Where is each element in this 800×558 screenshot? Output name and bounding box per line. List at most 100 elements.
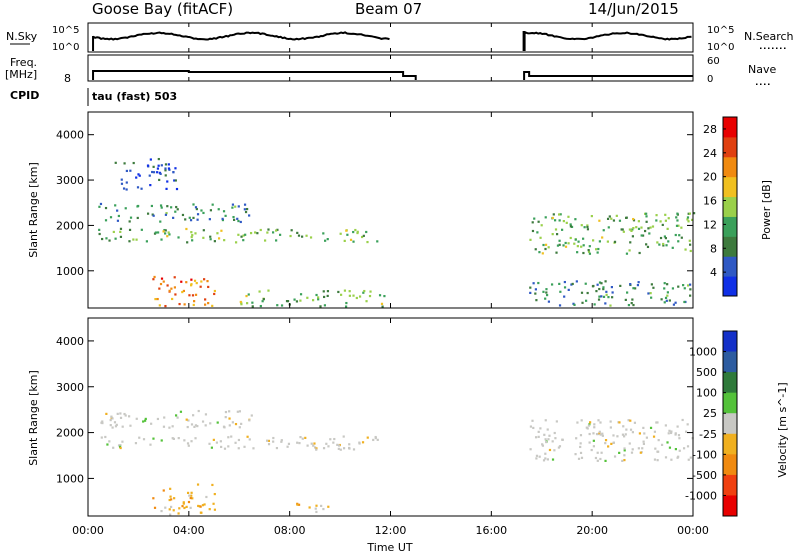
echo-cell xyxy=(119,444,122,447)
echo-cell xyxy=(666,227,669,230)
echo-cell xyxy=(577,457,581,460)
echo-cell xyxy=(612,441,615,444)
echo-cell xyxy=(627,419,630,422)
echo-cell xyxy=(122,187,126,190)
echo-cell xyxy=(355,296,358,300)
echo-cell xyxy=(249,231,253,235)
echo-cell xyxy=(606,217,610,220)
echo-cell xyxy=(280,439,283,442)
echo-cell xyxy=(632,219,636,222)
echo-cell xyxy=(320,504,323,508)
echo-cell xyxy=(272,436,275,440)
freq-tick: 8 xyxy=(64,72,71,85)
echo-cell xyxy=(658,243,661,246)
echo-cell xyxy=(174,414,178,417)
echo-cell xyxy=(208,508,211,511)
x-tick-label: 16:00 xyxy=(475,524,507,537)
echo-cell xyxy=(651,225,655,228)
echo-cell xyxy=(686,218,689,221)
colorbar-swatch xyxy=(723,156,737,178)
echo-cell xyxy=(667,240,670,243)
echo-cell xyxy=(631,298,634,301)
echo-cell xyxy=(682,284,685,287)
echo-cell xyxy=(664,424,667,427)
echo-cell xyxy=(170,206,173,209)
echo-cell xyxy=(677,224,680,227)
echo-cell xyxy=(194,232,197,235)
freq-line-after-gap xyxy=(523,71,693,80)
echo-cell xyxy=(632,287,635,290)
echo-cell xyxy=(547,300,551,303)
echo-cell xyxy=(587,250,591,253)
echo-cell xyxy=(638,251,641,255)
echo-cell xyxy=(529,448,532,451)
echo-cell xyxy=(232,215,235,219)
echo-cell xyxy=(537,435,540,438)
cpid-label: CPID xyxy=(10,89,39,102)
echo-cell xyxy=(185,281,188,284)
echo-cell xyxy=(601,236,604,239)
echo-cell xyxy=(344,305,348,308)
echo-cell xyxy=(664,237,668,240)
echo-cell xyxy=(356,230,359,233)
echo-cell xyxy=(641,234,645,237)
echo-cell xyxy=(267,443,271,446)
echo-cell xyxy=(596,283,599,286)
echo-cell xyxy=(688,212,691,215)
echo-cell xyxy=(322,290,325,293)
echo-cell xyxy=(182,501,185,504)
echo-cell xyxy=(308,506,311,509)
echo-cell xyxy=(684,248,687,251)
echo-cell xyxy=(686,216,690,219)
echo-cell xyxy=(162,425,166,428)
echo-cell xyxy=(195,281,198,285)
echo-cell xyxy=(558,243,561,246)
echo-cell xyxy=(114,237,117,240)
echo-cell xyxy=(254,231,257,234)
colorbar-swatch xyxy=(723,176,737,198)
echo-cell xyxy=(584,282,587,285)
colorbar-swatch xyxy=(723,331,737,353)
velocity-colorbar-label: Velocity [m s^-1] xyxy=(776,382,789,477)
echo-cell xyxy=(676,425,679,428)
echo-cell xyxy=(585,299,588,302)
echo-cell xyxy=(541,444,545,447)
echo-cell xyxy=(220,445,223,449)
echo-cell xyxy=(604,280,607,283)
echo-cell xyxy=(256,232,259,235)
echo-cell xyxy=(612,219,616,222)
echo-cell xyxy=(624,298,627,301)
echo-cell xyxy=(186,425,189,429)
echo-cell xyxy=(245,294,248,298)
echo-cell xyxy=(325,442,328,445)
echo-cell xyxy=(149,158,152,161)
echo-cell xyxy=(558,304,562,307)
echo-cell xyxy=(623,454,626,457)
echo-cell xyxy=(228,410,231,413)
echo-cell xyxy=(635,226,638,229)
echo-cell xyxy=(630,302,633,305)
echo-cell xyxy=(124,207,127,210)
echo-cell xyxy=(299,293,303,296)
echo-cell xyxy=(551,440,554,443)
echo-cell xyxy=(266,439,269,442)
echo-cell xyxy=(234,422,238,426)
echo-cell xyxy=(656,421,659,424)
echo-cell xyxy=(231,206,234,209)
echo-cell xyxy=(656,459,659,462)
echo-cell xyxy=(534,436,538,439)
colorbar-tick-label: 1000 xyxy=(689,346,717,359)
echo-cell xyxy=(574,238,577,241)
echo-cell xyxy=(123,162,126,165)
echo-cell xyxy=(582,251,585,255)
echo-cell xyxy=(138,436,141,439)
echo-cell xyxy=(243,203,247,206)
echo-cell xyxy=(601,434,604,437)
echo-cell xyxy=(555,251,558,254)
echo-cell xyxy=(598,430,601,433)
y-tick-label: 3000 xyxy=(56,174,84,187)
echo-cell xyxy=(237,233,240,236)
echo-cell xyxy=(278,233,282,236)
echo-cell xyxy=(349,238,353,241)
echo-cell xyxy=(352,448,356,451)
